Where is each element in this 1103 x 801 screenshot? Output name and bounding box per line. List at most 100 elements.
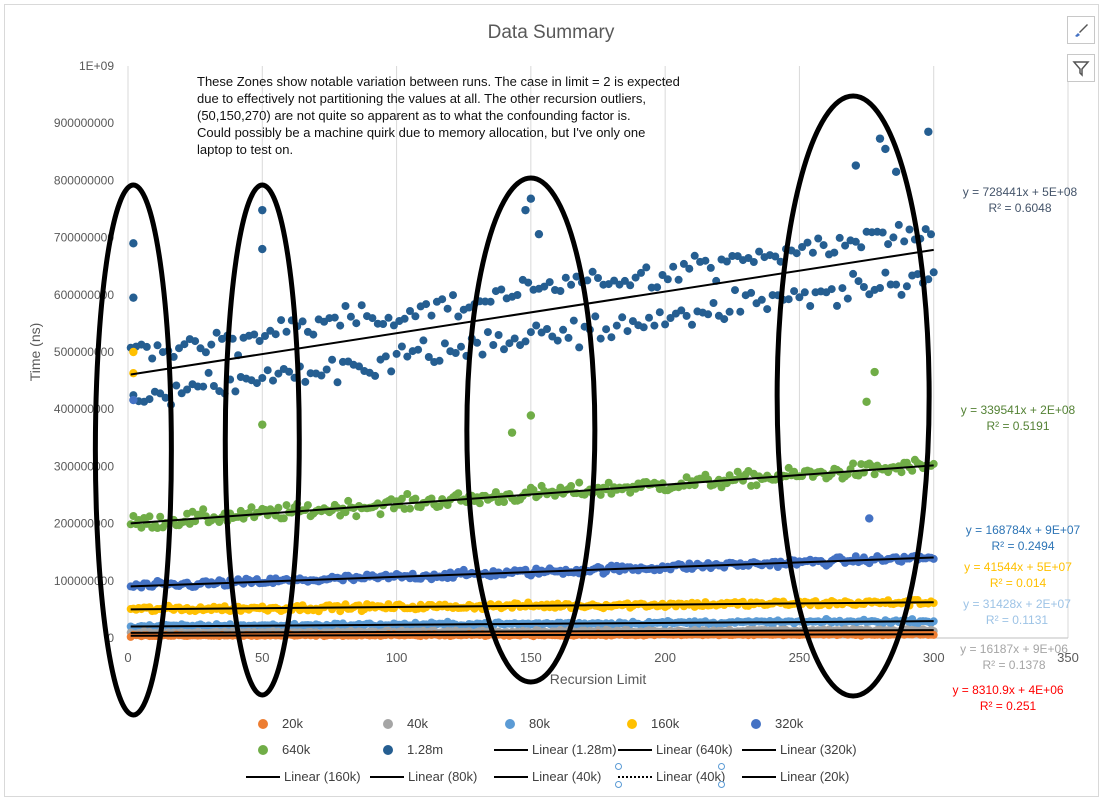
data-point [526,328,535,337]
data-point [747,288,756,297]
legend-item-linear-40k-selected[interactable]: Linear (40k) [618,769,725,784]
trendline-r2: R² = 0.251 [980,699,1037,713]
chart-legend[interactable]: 20k 40k 80k 160k 320k 640k 1.28m Linear … [0,712,1103,792]
data-point [808,248,817,257]
x-tick-label: 350 [1057,650,1079,665]
data-point [851,237,860,246]
data-point [567,280,576,289]
data-point [924,127,933,136]
data-point [843,294,852,303]
data-point [709,299,718,307]
legend-item-640k: 640k [258,742,310,757]
data-point [258,420,267,429]
data-point [532,321,541,330]
annotation-line: (50,150,270) are not quite so apparent a… [197,108,631,123]
y-tick-label: 700000000 [54,231,114,245]
data-point [827,285,836,294]
data-point [757,295,766,304]
data-point [924,275,933,284]
data-point [301,377,310,386]
data-point [569,316,578,325]
selection-handle[interactable] [615,763,622,770]
highlight-zones [92,93,932,718]
data-point [457,342,465,351]
trendline-equation: y = 728441x + 5E+08 [963,185,1078,199]
data-point [161,393,170,402]
legend-item-1-28m: 1.28m [383,742,443,757]
data-point [798,243,807,251]
data-point [180,340,189,349]
data-point [878,228,887,237]
legend-item-linear-80k: Linear (80k) [370,769,477,784]
data-point [731,286,739,295]
data-point [328,355,337,364]
data-point [371,371,380,380]
data-point [368,314,377,323]
data-point [454,489,463,498]
data-point [637,268,645,277]
selection-handle[interactable] [615,781,622,788]
data-point [443,304,452,313]
y-axis-title: Time (ns) [27,323,43,382]
data-point [507,428,517,437]
data-point [564,333,573,342]
data-point [929,459,938,468]
data-point [752,481,761,490]
data-point [387,367,396,376]
data-point [889,233,898,242]
data-point [666,314,675,322]
data-point [892,280,901,289]
y-tick-label: 300000000 [54,459,114,473]
data-point [830,248,839,257]
trendline-80k [130,620,934,628]
x-tick-label: 250 [789,650,811,665]
zone-ellipse [774,93,932,699]
data-point [771,252,780,261]
annotation-line: laptop to test on. [197,142,294,157]
data-point [851,161,861,170]
data-point [800,288,809,297]
data-point [669,262,678,271]
data-point [602,325,611,334]
data-point [572,272,581,281]
data-point [440,339,449,348]
x-tick-label: 50 [255,650,269,665]
data-point [411,312,420,321]
data-point [381,352,390,361]
data-point [607,333,616,342]
data-point [513,291,522,299]
data-point [397,342,406,351]
y-tick-label: 800000000 [54,173,114,187]
data-point [865,514,874,523]
trendline-r2: R² = 0.1378 [982,658,1045,672]
data-point [526,194,536,203]
selection-handle[interactable] [718,763,725,770]
y-tick-label: 100000000 [54,574,114,588]
chart-styles-button[interactable] [1067,16,1095,44]
outlier-points [129,127,933,523]
x-tick-label: 0 [124,650,131,665]
data-point [282,327,291,336]
selection-handle[interactable] [718,781,725,788]
annotation-textbox[interactable]: These Zones show notable variation betwe… [197,73,737,158]
data-point [475,499,484,508]
data-point [454,312,463,321]
data-point [156,389,165,398]
data-point [317,371,326,380]
chart-title: Data Summary [488,22,615,43]
data-point [862,397,871,406]
data-point [261,332,269,340]
data-point [379,320,388,328]
data-point [483,328,492,337]
data-point [784,295,793,304]
data-point [414,345,423,354]
chart-filters-button[interactable] [1067,54,1095,82]
data-point [258,205,267,215]
data-point [403,490,412,498]
data-point [142,342,151,351]
data-point [720,315,729,324]
data-point [663,275,672,284]
data-point [309,330,318,339]
data-point [231,387,240,396]
